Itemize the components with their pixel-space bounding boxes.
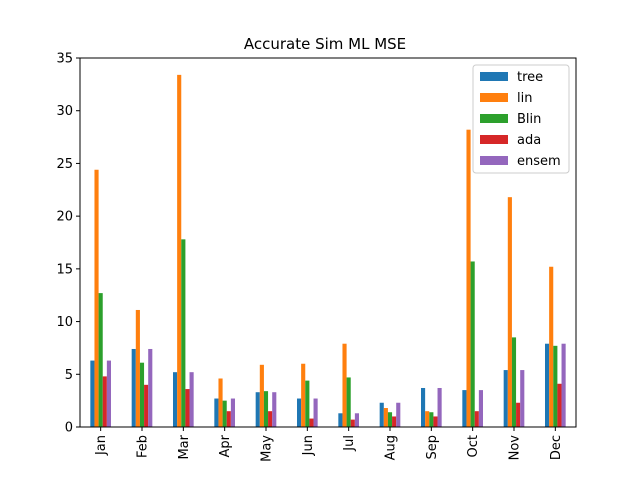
bar-ada-apr: [226, 411, 231, 427]
bar-lin-nov: [507, 197, 512, 427]
bar-ada-feb: [144, 384, 149, 427]
x-tick-label: Sep: [425, 435, 440, 460]
bar-ensem-feb: [148, 348, 153, 427]
chart-title: Accurate Sim ML MSE: [244, 35, 406, 53]
bar-blin-may: [263, 391, 269, 427]
bar-lin-jul: [342, 343, 347, 427]
bar-tree-jun: [297, 398, 302, 427]
bar-lin-oct: [466, 129, 471, 427]
bar-blin-apr: [222, 400, 227, 427]
y-tick-label: 35: [56, 52, 73, 67]
bar-lin-apr: [218, 378, 223, 427]
bar-tree-sep: [421, 387, 426, 427]
bar-tree-may: [255, 392, 260, 427]
bar-lin-jun: [301, 363, 306, 427]
legend-label-ensem: ensem: [517, 154, 561, 169]
x-tick-label: Jan: [94, 435, 109, 456]
bar-blin-feb: [139, 362, 145, 427]
bar-ada-nov: [516, 402, 521, 427]
bar-tree-jan: [90, 360, 95, 427]
bar-tree-dec: [545, 343, 550, 427]
legend-label-lin: lin: [517, 91, 532, 106]
y-tick-label: 20: [56, 210, 73, 225]
x-axis: Jan Feb Mar Apr May Jun Jul Aug Sep Oct Nov Dec: [94, 427, 564, 462]
bar-blin-aug: [387, 412, 393, 427]
bar-ensem-jul: [354, 413, 359, 427]
bar-ada-jun: [309, 418, 314, 427]
bar-lin-feb: [135, 309, 140, 427]
bar-tree-feb: [131, 348, 136, 427]
bar-tree-oct: [462, 390, 467, 427]
bar-blin-jan: [98, 293, 103, 427]
bar-tree-nov: [503, 370, 508, 427]
bar-ensem-apr: [230, 398, 235, 427]
bar-blin-oct: [470, 261, 475, 427]
bar-ensem-aug: [396, 402, 401, 427]
bar-lin-aug: [383, 408, 388, 427]
y-tick-label: 15: [56, 262, 73, 277]
y-tick-label: 10: [56, 315, 73, 330]
x-tick-label: Aug: [384, 435, 399, 460]
x-tick-label: May: [260, 435, 275, 462]
y-tick-label: 5: [65, 368, 73, 383]
bar-blin-mar: [181, 239, 186, 427]
y-tick-label: 30: [56, 104, 73, 119]
legend-swatch-blin: [480, 114, 508, 123]
bar-ada-dec: [557, 383, 562, 427]
legend-box: [472, 64, 570, 174]
x-tick-label: Oct: [466, 435, 481, 457]
bar-ensem-nov: [520, 370, 525, 427]
bar-blin-dec: [553, 345, 558, 427]
legend-label-blin: Blin: [517, 112, 541, 127]
legend-swatch-ada: [480, 135, 508, 144]
bar-lin-may: [259, 364, 264, 427]
bar-ensem-jun: [313, 398, 318, 427]
bar-ada-sep: [433, 416, 438, 427]
legend-swatch-ensem: [480, 156, 508, 165]
bar-ensem-sep: [437, 387, 442, 427]
x-tick-label: Nov: [508, 435, 523, 461]
x-tick-label: Feb: [136, 435, 151, 458]
y-axis: 0 5 10 15 20 25 30 35: [56, 52, 80, 436]
bar-ada-jan: [102, 376, 107, 427]
bar-ada-oct: [474, 411, 479, 427]
bar-ensem-may: [272, 392, 277, 427]
legend-swatch-lin: [480, 93, 508, 102]
x-tick-label: Apr: [218, 434, 233, 457]
bar-ensem-oct: [478, 390, 483, 427]
bar-tree-aug: [379, 402, 384, 427]
bar-lin-dec: [549, 266, 554, 427]
bar-tree-mar: [173, 372, 178, 427]
bar-blin-nov: [511, 337, 517, 427]
bar-ensem-mar: [189, 372, 194, 427]
bar-lin-mar: [177, 74, 182, 428]
y-tick-label: 25: [56, 157, 73, 172]
bar-ada-may: [268, 411, 273, 427]
bar-ensem-jan: [106, 360, 111, 427]
bars-group: [90, 74, 566, 428]
legend-label-tree: tree: [517, 70, 543, 85]
bar-blin-sep: [429, 412, 434, 427]
x-tick-label: Jul: [342, 435, 357, 452]
plot-frame: [79, 57, 577, 428]
legend: tree lin Blin ada ensem: [472, 64, 570, 174]
x-tick-label: Mar: [177, 434, 192, 459]
x-tick-label: Dec: [549, 435, 564, 460]
bar-tree-jul: [338, 413, 343, 427]
bar-lin-jan: [94, 169, 99, 427]
legend-swatch-tree: [480, 72, 508, 81]
legend-label-ada: ada: [517, 133, 541, 148]
bar-lin-sep: [425, 411, 430, 427]
bar-ada-aug: [392, 416, 397, 427]
bar-ensem-dec: [561, 343, 566, 427]
bar-ada-mar: [185, 389, 190, 427]
bar-blin-jul: [346, 377, 351, 427]
x-tick-label: Jun: [301, 435, 316, 456]
bar-ada-jul: [350, 419, 355, 427]
bar-tree-apr: [214, 398, 219, 427]
y-tick-label: 0: [65, 421, 73, 436]
bar-blin-jun: [305, 380, 310, 427]
